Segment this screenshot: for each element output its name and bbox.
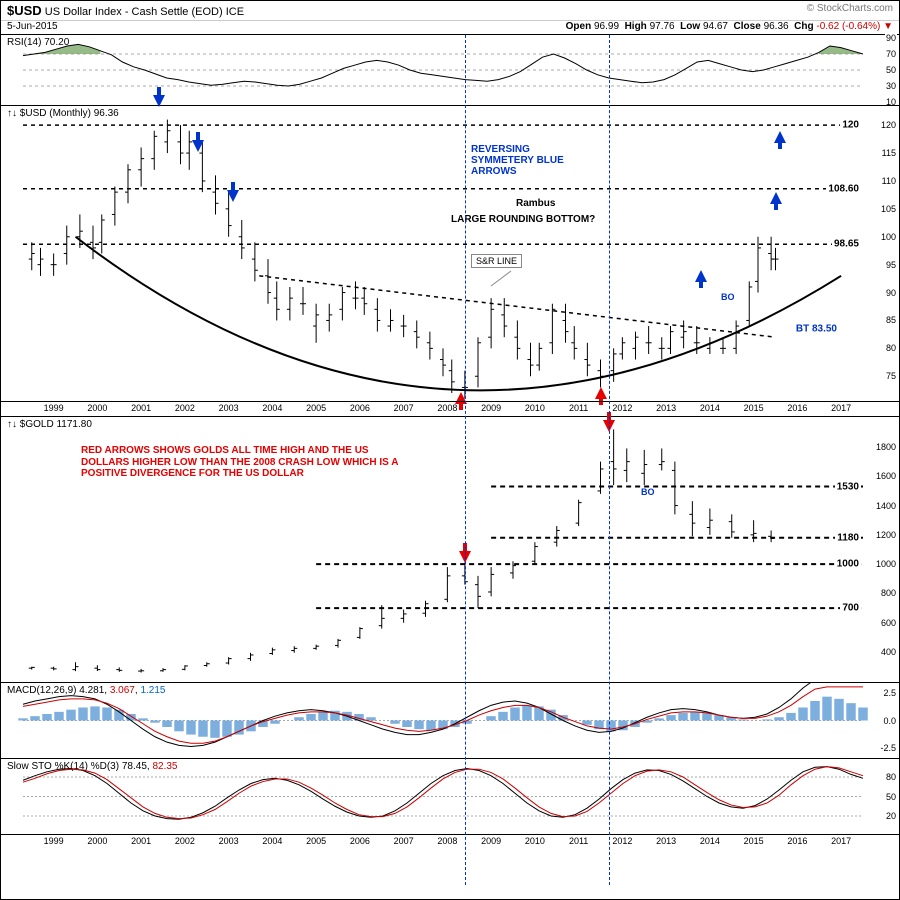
low-value: 94.67 xyxy=(703,21,728,32)
down-arrow-icon: ▼ xyxy=(883,21,893,32)
sto-plot xyxy=(1,759,899,834)
vline-2011 xyxy=(609,35,610,885)
macd-panel: MACD(12,26,9) 4.281, 3.067, 1.215 -2.50.… xyxy=(1,682,899,758)
usd-plot xyxy=(1,106,899,401)
high-value: 97.76 xyxy=(650,21,675,32)
chart-frame: $USD US Dollar Index - Cash Settle (EOD)… xyxy=(0,0,900,900)
chart-date: 5-Jun-2015 xyxy=(7,21,58,32)
sto-panel: Slow STO %K(14) %D(3) 78.45, 82.35 20508… xyxy=(1,758,899,834)
lrb-annotation: LARGE ROUNDING BOTTOM? xyxy=(451,214,595,225)
usd-yaxis: 7580859095100105110115120 xyxy=(863,106,897,401)
xaxis-bottom: 1999200020012002200320042005200620072008… xyxy=(1,834,899,849)
sto-yaxis: 205080 xyxy=(863,759,897,834)
gold-bo-label: BO xyxy=(641,487,655,497)
gold-yaxis: 40060080010001200140016001800 xyxy=(863,417,897,682)
sr-line-label: S&R LINE xyxy=(471,254,522,268)
macd-plot xyxy=(1,683,899,758)
reversing-annotation: REVERSING SYMMETERY BLUE ARROWS xyxy=(471,144,564,177)
chart-title: US Dollar Index - Cash Settle (EOD) ICE xyxy=(45,6,244,18)
chg-value: -0.62 (-0.64%) xyxy=(816,21,880,32)
close-value: 96.36 xyxy=(764,21,789,32)
macd-yaxis: -2.50.02.5 xyxy=(863,683,897,758)
usd-bo-label: BO xyxy=(721,292,735,302)
gold-red-text: RED ARROWS SHOWS GOLDS ALL TIME HIGH AND… xyxy=(81,445,411,480)
gold-panel: ↑↓ $GOLD 1171.80 40060080010001200140016… xyxy=(1,416,899,682)
rsi-panel: RSI(14) 70.20 3050709010 xyxy=(1,34,899,105)
rsi-plot xyxy=(1,35,899,105)
usd-panel: ↑↓ $USD (Monthly) 96.36 7580859095100105… xyxy=(1,105,899,401)
rambus-annotation: Rambus xyxy=(516,198,555,209)
rsi-yaxis: 3050709010 xyxy=(863,35,897,105)
vline-2008 xyxy=(465,35,466,885)
xaxis-mid: 1999200020012002200320042005200620072008… xyxy=(1,401,899,416)
chart-subheader: 5-Jun-2015 Open 96.99 High 97.76 Low 94.… xyxy=(1,21,899,34)
ticker-symbol: $USD xyxy=(7,3,42,18)
open-value: 96.99 xyxy=(594,21,619,32)
source-credit: © StockCharts.com xyxy=(807,3,893,14)
chart-header: $USD US Dollar Index - Cash Settle (EOD)… xyxy=(1,1,899,21)
